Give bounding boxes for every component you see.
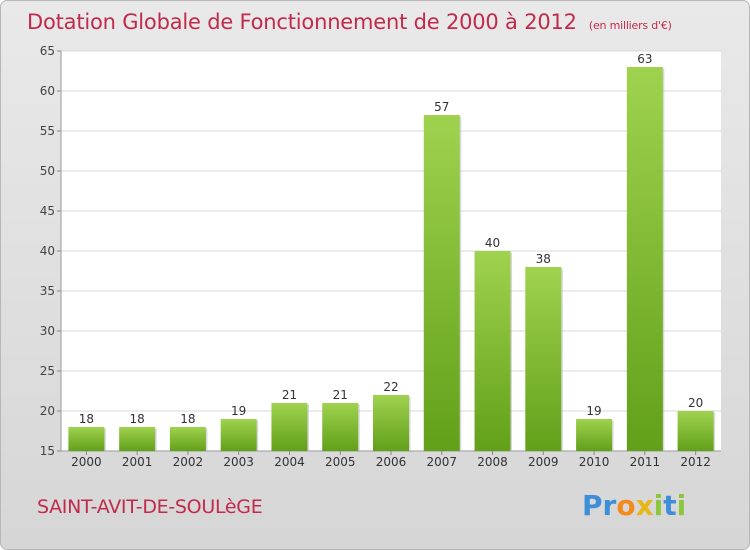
bar-value-label: 18	[79, 412, 94, 426]
logo-letter: t	[663, 489, 677, 522]
bar-value-label: 21	[333, 388, 348, 402]
bar-value-label: 19	[231, 404, 246, 418]
bar-value-label: 63	[637, 52, 652, 66]
y-tick-label: 35	[40, 284, 55, 298]
bar	[119, 427, 156, 451]
x-tick-label: 2004	[274, 455, 305, 469]
bar	[525, 267, 562, 451]
bar-value-label: 40	[485, 236, 500, 250]
bar-value-label: 57	[434, 100, 449, 114]
bar	[677, 411, 714, 451]
y-tick-label: 45	[40, 204, 55, 218]
x-tick-label: 2005	[325, 455, 356, 469]
y-tick-label: 25	[40, 364, 55, 378]
bar	[68, 427, 105, 451]
bar	[626, 67, 663, 451]
bar-value-label: 21	[282, 388, 297, 402]
y-tick-label: 50	[40, 164, 55, 178]
y-tick-label: 65	[40, 44, 55, 58]
x-tick-label: 2001	[122, 455, 153, 469]
chart-subtitle: (en milliers d'€)	[588, 19, 672, 32]
logo-letter: o	[616, 489, 636, 522]
y-tick-label: 20	[40, 404, 55, 418]
bar	[322, 403, 359, 451]
x-tick-label: 2006	[376, 455, 407, 469]
bar	[271, 403, 308, 451]
x-tick-label: 2010	[579, 455, 610, 469]
logo-letter: x	[635, 489, 654, 522]
bar-value-label: 22	[383, 380, 398, 394]
bar	[169, 427, 206, 451]
proxiti-logo: Proxiti	[582, 489, 686, 522]
logo-letter: P	[582, 489, 603, 522]
y-tick-label: 60	[40, 84, 55, 98]
x-tick-label: 2009	[528, 455, 559, 469]
x-tick-label: 2011	[630, 455, 661, 469]
x-tick-label: 2007	[426, 455, 457, 469]
chart-title-text: Dotation Globale de Fonctionnement de 20…	[27, 10, 577, 34]
logo-letter: i	[676, 489, 687, 522]
bar	[423, 115, 460, 451]
y-tick-label: 30	[40, 324, 55, 338]
x-tick-label: 2002	[173, 455, 204, 469]
y-tick-label: 55	[40, 124, 55, 138]
chart-title: Dotation Globale de Fonctionnement de 20…	[27, 10, 672, 34]
logo-letter: r	[602, 489, 617, 522]
bar-value-label: 38	[536, 252, 551, 266]
commune-name: SAINT-AVIT-DE-SOULèGE	[37, 496, 263, 518]
x-tick-label: 2008	[477, 455, 508, 469]
x-tick-label: 2000	[71, 455, 102, 469]
y-tick-label: 40	[40, 244, 55, 258]
bar-value-label: 19	[586, 404, 601, 418]
bar-value-label: 20	[688, 396, 703, 410]
logo-letter: i	[653, 489, 664, 522]
x-tick-label: 2012	[680, 455, 711, 469]
bar	[373, 395, 409, 451]
bar-value-label: 18	[130, 412, 145, 426]
x-tick-label: 2003	[223, 455, 254, 469]
y-tick-label: 15	[40, 444, 55, 458]
bar-value-label: 18	[180, 412, 195, 426]
bar	[576, 419, 613, 451]
bar	[220, 419, 257, 451]
bar	[474, 251, 511, 451]
